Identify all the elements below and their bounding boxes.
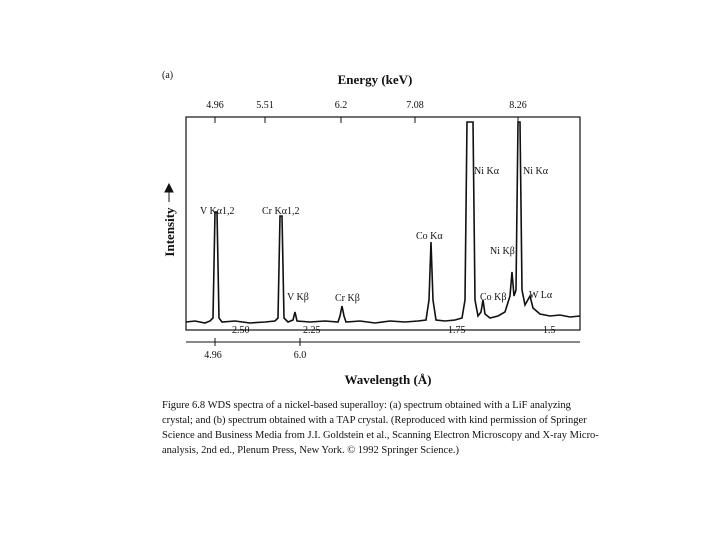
plot-frame [185, 116, 581, 331]
peak-label: V Kβ [287, 292, 309, 303]
top-tick-label: 8.26 [509, 100, 527, 111]
peak-label: V Kα1,2 [200, 206, 235, 217]
peak-label: Co Kα [416, 231, 443, 242]
y-axis-title: Intensity [162, 207, 177, 257]
peak-label: W Lα [529, 290, 553, 301]
peak-label: Cr Kα1,2 [262, 206, 299, 217]
top-tick-label: 6.2 [335, 100, 348, 111]
peak-label: Ni Kα [523, 166, 549, 177]
caption-line: crystal; and (b) spectrum obtained with … [162, 415, 587, 426]
inner-tick-label: 2.25 [303, 325, 321, 336]
peak-label: Cr Kβ [335, 293, 360, 304]
peak-label: Co Kβ [480, 292, 506, 303]
caption-line: Science and Business Media from J.I. Gol… [162, 430, 599, 441]
bottom-axis [186, 338, 580, 346]
bottom-tick-label: 4.96 [204, 350, 222, 361]
panel-label: (a) [162, 70, 173, 81]
spectrum [185, 121, 581, 324]
top-tick-label: 4.96 [206, 100, 224, 111]
inner-tick-label: 2.50 [232, 325, 250, 336]
bottom-tick-label: 6.0 [294, 350, 307, 361]
intensity-arrow [164, 182, 174, 202]
peak-label: Ni Kβ [490, 246, 515, 257]
inner-tick-label: 1.5 [543, 325, 556, 336]
caption-line: Figure 6.8 WDS spectra of a nickel-based… [162, 400, 572, 411]
bottom-axis-title: Wavelength (Å) [344, 372, 431, 387]
caption-line: analysis, 2nd ed., Plenum Press, New Yor… [162, 445, 459, 456]
inner-tick-label: 1.75 [448, 325, 466, 336]
peak-label: Ni Kα [474, 166, 500, 177]
top-tick-label: 7.08 [406, 100, 424, 111]
top-tick-label: 5.51 [256, 100, 274, 111]
top-axis-title: Energy (keV) [338, 72, 413, 87]
